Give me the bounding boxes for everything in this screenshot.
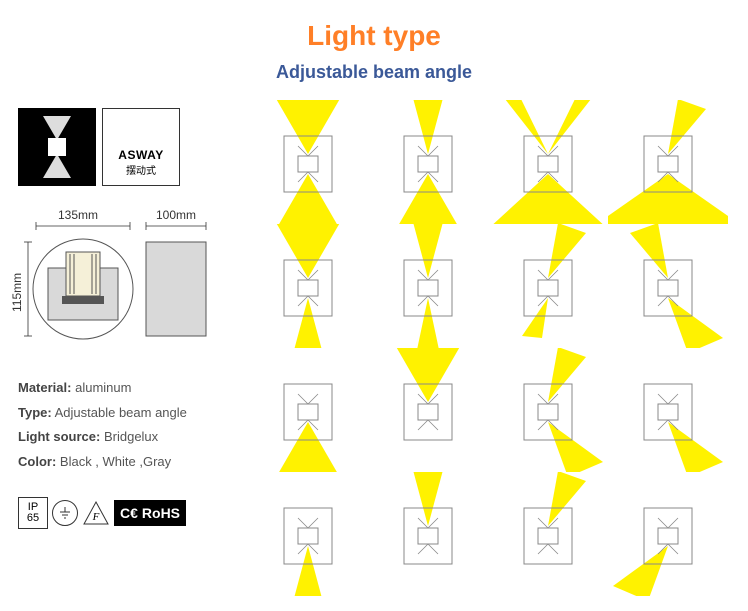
- beam-cell: [248, 472, 368, 596]
- beam-cell: [248, 224, 368, 348]
- beam-cell: [368, 224, 488, 348]
- beam-cell: [248, 100, 368, 224]
- beam-cell: [608, 224, 728, 348]
- product-icon-black: [18, 108, 96, 186]
- specs-list: Material: aluminum Type: Adjustable beam…: [18, 376, 228, 475]
- spec-source: Light source: Bridgelux: [18, 425, 228, 450]
- page-title: Light type: [0, 0, 748, 52]
- cert-ground-icon: [52, 500, 78, 526]
- beam-cell: [368, 348, 488, 472]
- page-subtitle: Adjustable beam angle: [0, 62, 748, 83]
- beam-cell: [488, 224, 608, 348]
- spec-material: Material: aluminum: [18, 376, 228, 401]
- beam-pattern-grid: [248, 100, 728, 596]
- asway-label-en: ASWAY: [118, 148, 163, 162]
- beam-cell: [488, 472, 608, 596]
- beam-cell: [488, 348, 608, 472]
- beam-cell: [608, 472, 728, 596]
- product-icon-asway: ASWAY 摆动式: [102, 108, 180, 186]
- dimension-diagram: 135mm 100mm 115mm: [18, 212, 228, 352]
- product-icons-row: ASWAY 摆动式: [18, 108, 228, 186]
- beam-cell: [368, 472, 488, 596]
- beam-cell: [248, 348, 368, 472]
- cert-ip65: IP 65: [18, 497, 48, 529]
- asway-label-cn: 摆动式: [126, 162, 156, 177]
- svg-text:F: F: [92, 511, 100, 523]
- beam-cell: [608, 100, 728, 224]
- spec-type: Type: Adjustable beam angle: [18, 401, 228, 426]
- spec-color: Color: Black , White ,Gray: [18, 450, 228, 475]
- certifications-row: IP 65 F C€RoHS: [18, 497, 228, 529]
- left-column: ASWAY 摆动式 135mm 100mm 115mm: [18, 108, 228, 529]
- beam-cell: [608, 348, 728, 472]
- beam-cell: [488, 100, 608, 224]
- beam-cell: [368, 100, 488, 224]
- cert-ce-rohs: C€RoHS: [114, 500, 186, 526]
- cert-f-icon: F: [82, 500, 110, 526]
